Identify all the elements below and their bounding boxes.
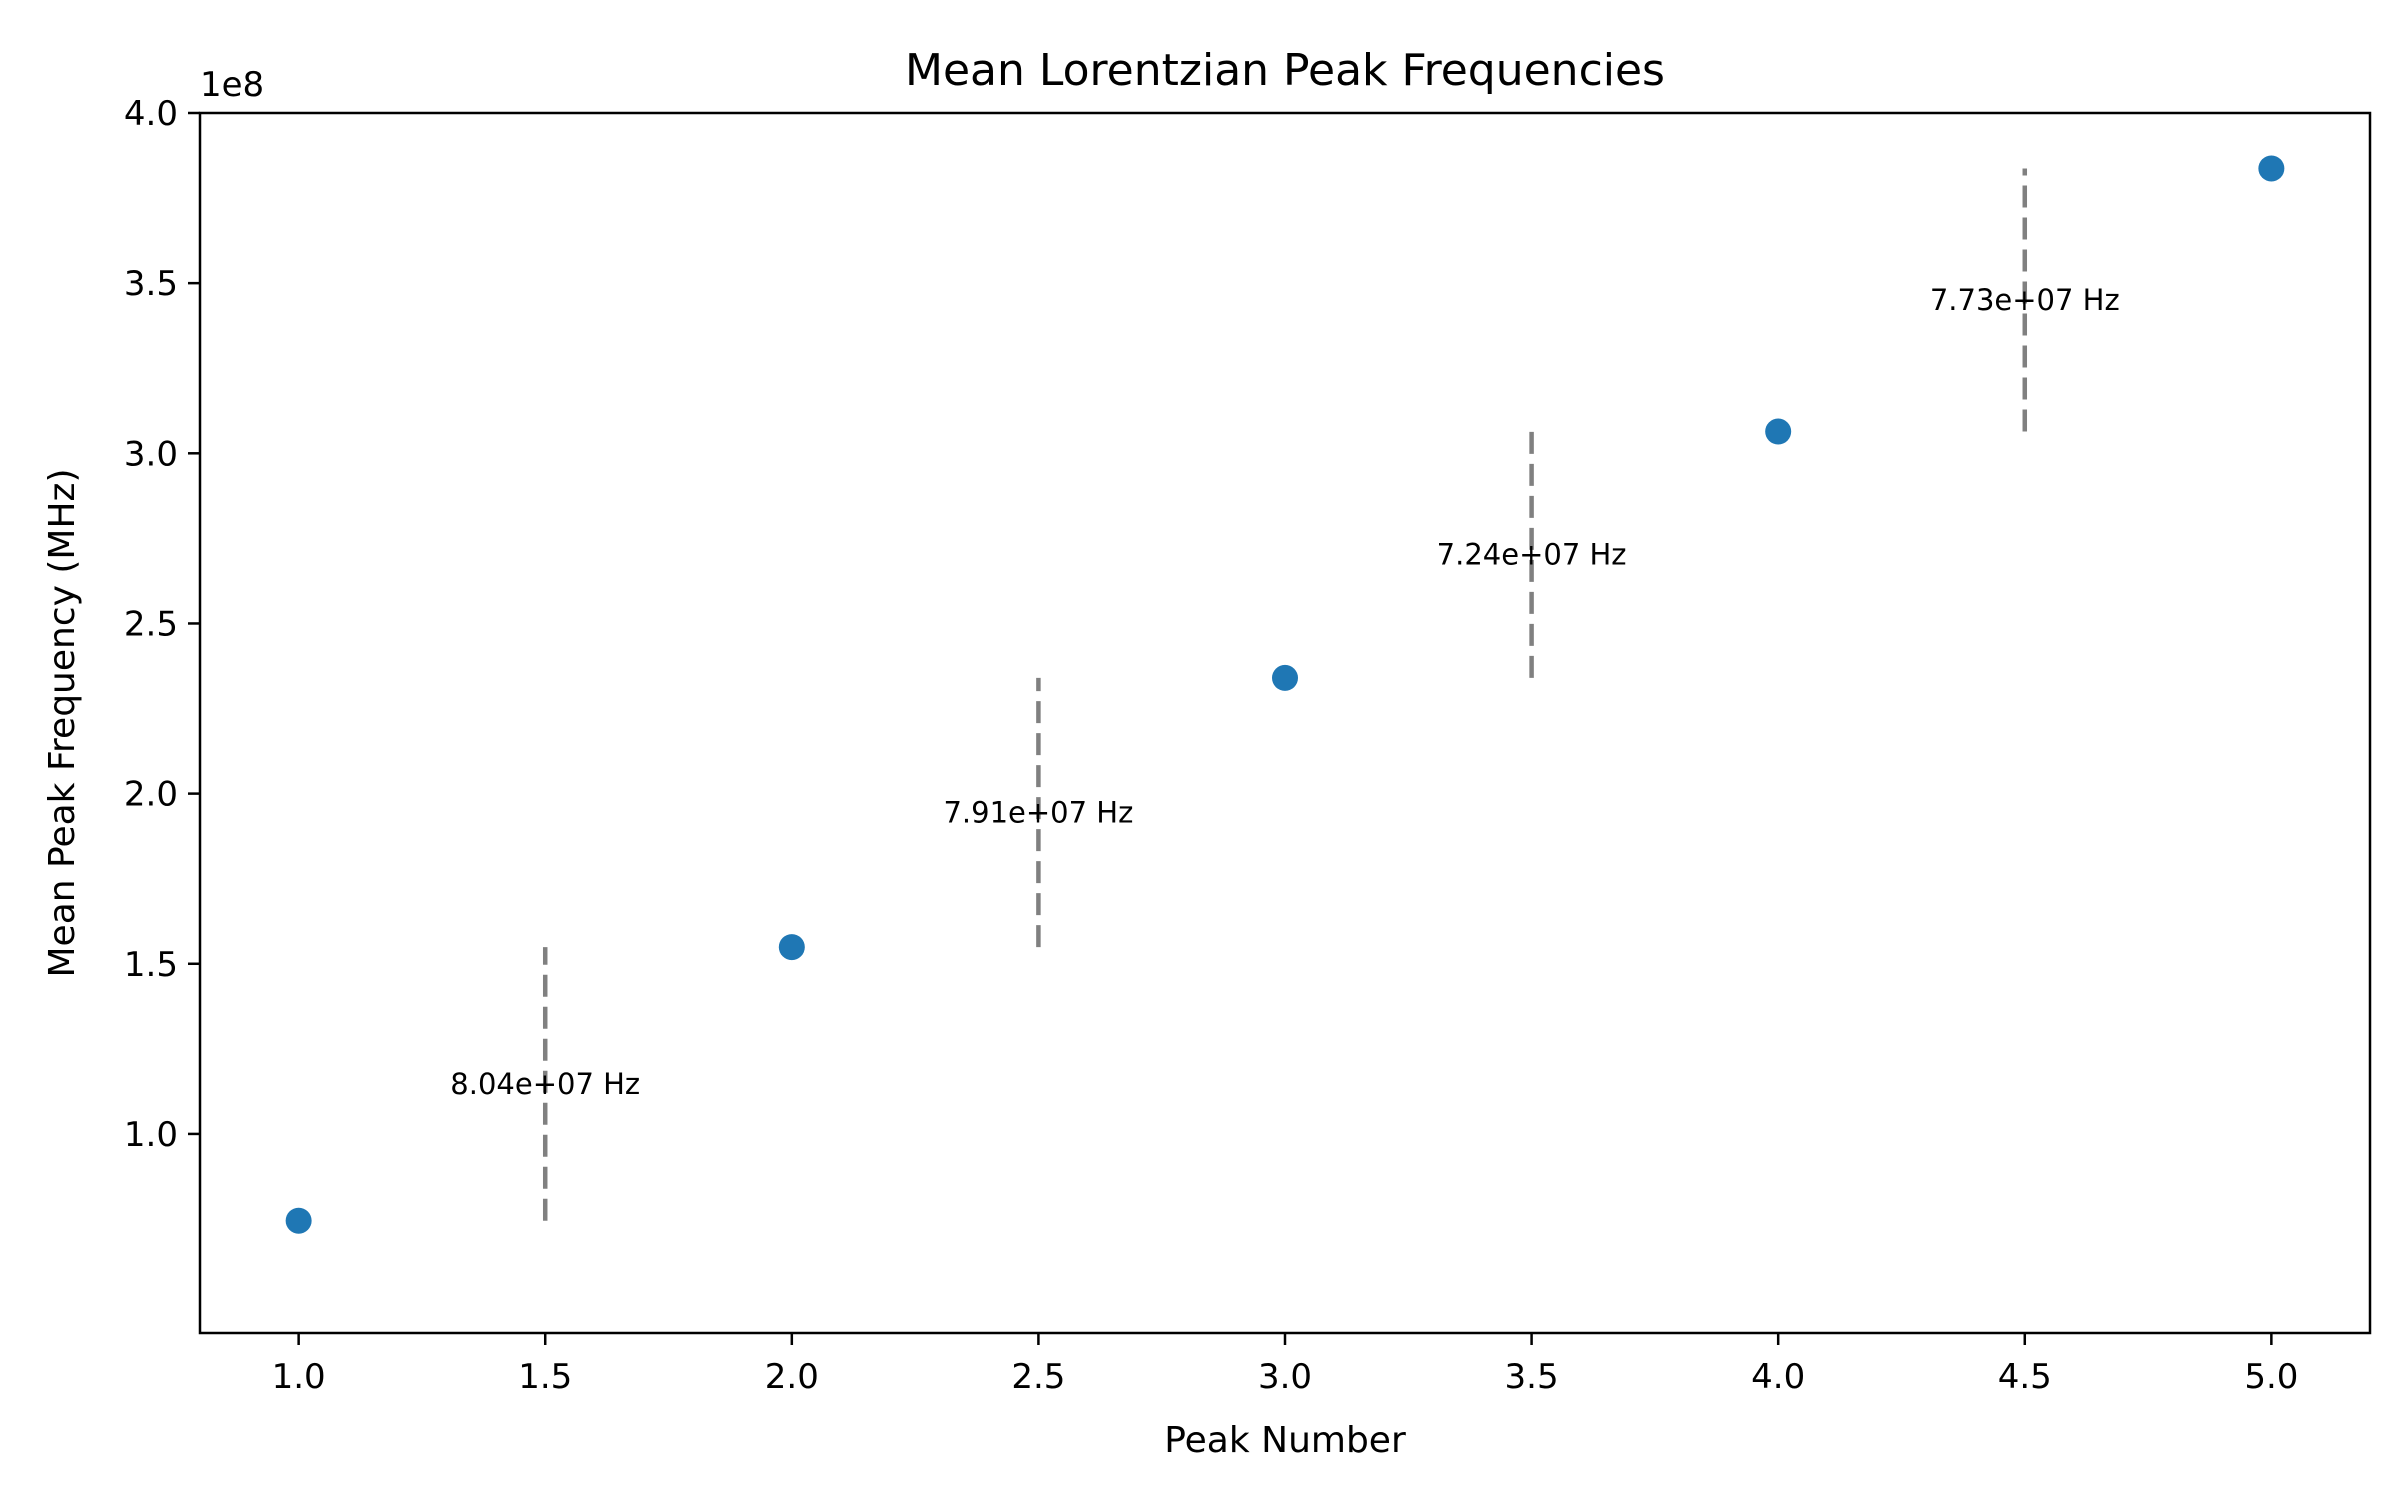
y-axis-label: Mean Peak Frequency (MHz) bbox=[42, 469, 83, 978]
x-tick-label: 4.0 bbox=[1751, 1357, 1805, 1397]
x-tick-label: 3.5 bbox=[1505, 1357, 1559, 1397]
y-tick-label: 3.5 bbox=[124, 264, 178, 304]
x-tick-label: 2.0 bbox=[765, 1357, 819, 1397]
spacing-label-4: 7.73e+07 Hz bbox=[1930, 283, 2120, 317]
data-point-5 bbox=[2258, 155, 2285, 182]
y-tick-label: 3.0 bbox=[124, 434, 178, 474]
x-tick-label: 3.0 bbox=[1258, 1357, 1312, 1397]
data-point-4 bbox=[1765, 418, 1792, 445]
x-tick-label: 2.5 bbox=[1011, 1357, 1065, 1397]
spacing-label-2: 7.91e+07 Hz bbox=[943, 796, 1133, 830]
spacing-label-1: 8.04e+07 Hz bbox=[450, 1067, 640, 1101]
data-point-2 bbox=[778, 934, 805, 961]
x-tick-label: 4.5 bbox=[1998, 1357, 2052, 1397]
x-tick-label: 1.5 bbox=[518, 1357, 572, 1397]
spacing-label-3: 7.24e+07 Hz bbox=[1437, 538, 1627, 572]
x-tick-label: 5.0 bbox=[2244, 1357, 2298, 1397]
data-point-1 bbox=[285, 1207, 312, 1234]
y-tick-label: 2.5 bbox=[124, 604, 178, 644]
chart-title: Mean Lorentzian Peak Frequencies bbox=[905, 45, 1665, 96]
y-tick-label: 1.0 bbox=[124, 1115, 178, 1155]
y-tick-label: 2.0 bbox=[124, 775, 178, 815]
y-tick-label: 1.5 bbox=[124, 945, 178, 985]
y-tick-label: 4.0 bbox=[124, 94, 178, 134]
axis-ticks: 1.0 1.5 2.0 2.5 3.0 3.5 4.0 4.5 5.0 1.0 1.5 2.0 2.5 3… bbox=[124, 94, 2298, 1397]
x-tick-label: 1.0 bbox=[272, 1357, 326, 1397]
plot-marks: 8.04e+07 Hz 7.91e+07 Hz 7.24e+07 Hz 7.73e+0… bbox=[285, 155, 2285, 1234]
x-axis-label: Peak Number bbox=[1164, 1420, 1406, 1461]
y-axis-offset-label: 1e8 bbox=[200, 65, 264, 105]
data-point-3 bbox=[1272, 664, 1298, 691]
plot-frame bbox=[198, 111, 2372, 1335]
